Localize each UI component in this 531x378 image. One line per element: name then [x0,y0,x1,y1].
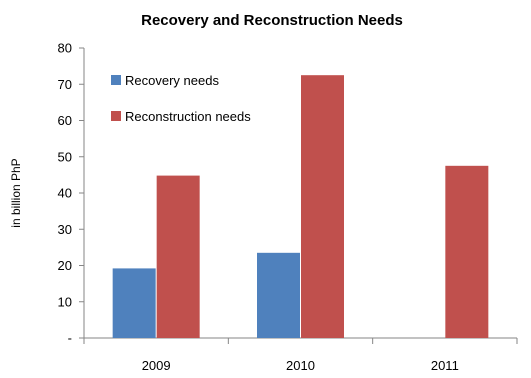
bar-reconstruction-needs [445,165,489,338]
chart-title: Recovery and Reconstruction Needs [141,12,403,29]
legend-label: Recovery needs [125,73,219,88]
y-tick-label: 80 [58,41,72,56]
y-tick-label: 60 [58,113,72,128]
legend-swatch [111,75,121,85]
y-tick-label: 70 [58,77,72,92]
x-tick-label: 2010 [286,358,315,373]
bar-recovery-needs [112,268,156,338]
y-tick-label: 20 [58,258,72,273]
bar-reconstruction-needs [156,175,200,338]
bar-reconstruction-needs [301,75,344,338]
x-tick-label: 2009 [142,358,171,373]
bar-recovery-needs [257,252,300,338]
plot-area: - 10 20 30 40 50 60 70 80 2009 2010 2011 [58,41,518,373]
y-tick-label: 50 [58,149,72,164]
y-axis-label: in billion PhP [9,158,23,227]
legend: Recovery needs Reconstruction needs [111,73,251,124]
y-tick-label: 10 [58,294,72,309]
y-tick-label: 40 [58,186,72,201]
x-tick-label: 2011 [431,358,459,373]
y-tick-label: 30 [58,222,72,237]
legend-label: Reconstruction needs [125,109,251,124]
legend-swatch [111,111,121,121]
y-tick-label: - [68,331,72,346]
